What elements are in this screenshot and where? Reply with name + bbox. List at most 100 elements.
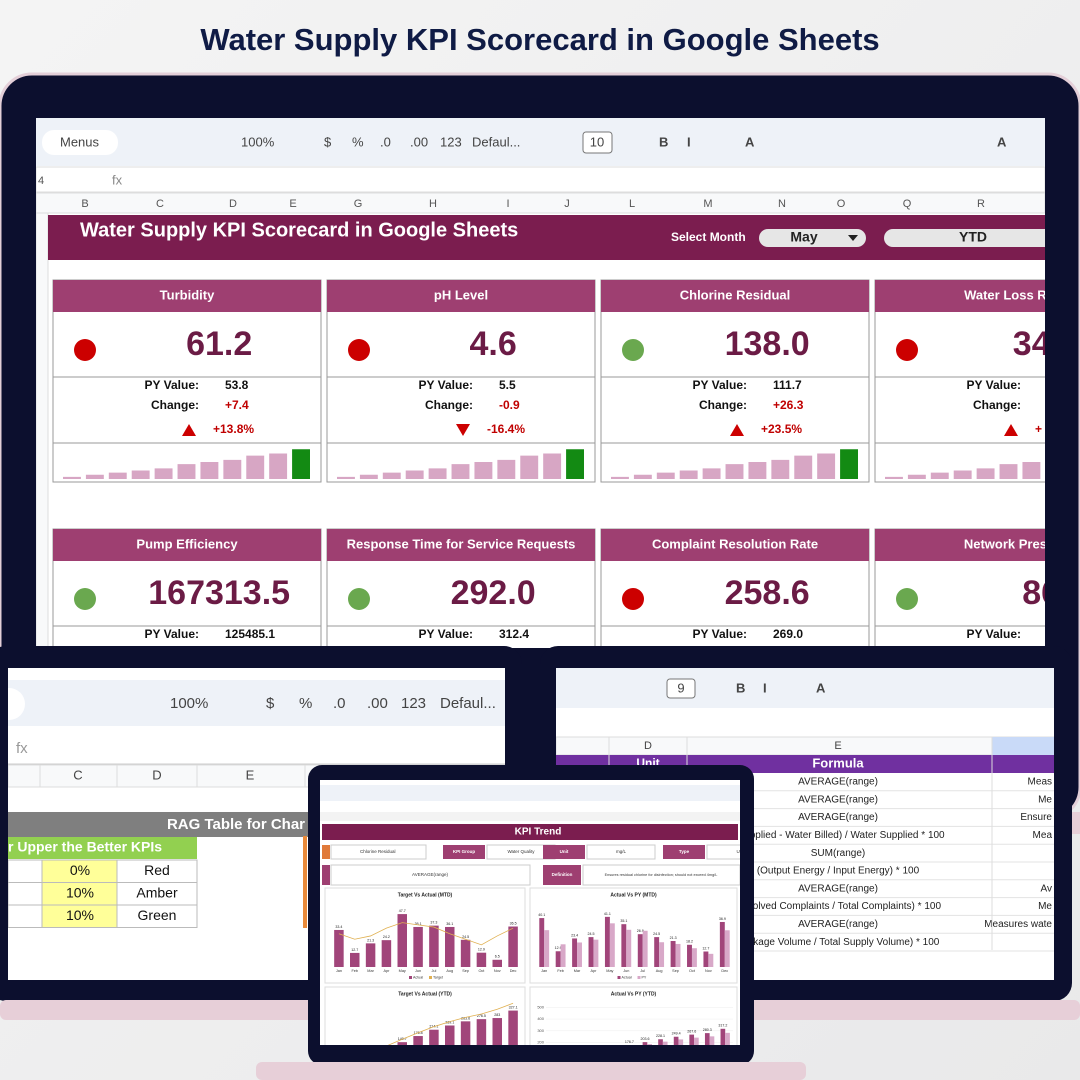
bar [413,1036,423,1045]
card-title: pH Level [434,287,488,302]
x-tick-label: Sep [672,969,679,973]
bar [429,1029,439,1045]
formula: r Supplied - Water Billed) / Water Suppl… [731,830,945,841]
x-tick-label: Feb [351,969,358,973]
trend-bar [725,464,744,479]
bar [670,941,676,967]
bar [572,938,578,967]
change-value: +26.3 [773,398,804,412]
trend-bar [930,472,949,479]
target-line [338,922,514,946]
bar [429,925,439,967]
trend-bar [817,453,836,479]
toolbar-item: B [736,680,745,695]
trend-bar [953,470,972,479]
trend-bar [1022,462,1041,479]
formula: SUM(range) [811,848,865,859]
bar [397,1042,407,1045]
x-tick-label: Jun [623,969,629,973]
card-header [327,529,595,561]
description: Mea [1033,830,1053,841]
card-title: Complaint Resolution Rate [652,536,818,551]
x-tick-label: Dec [721,969,728,973]
period-dropdown[interactable] [884,229,1064,247]
month-label: Select Month [671,230,746,244]
x-tick-label: Jun [415,969,421,973]
fx-label: fx [112,172,123,187]
bar [508,926,518,967]
data-label: 327.1 [509,1006,518,1010]
data-label: 267.6 [687,1030,696,1034]
y-tick-label: 200 [537,1040,544,1045]
bar [609,923,615,967]
column-letter: C [156,198,164,210]
data-label: 276.5 [477,1014,486,1018]
trend-bar [656,472,675,479]
toolbar-item: 100% [170,695,208,712]
trend-bar [611,476,629,479]
data-label: 21.3 [367,938,374,942]
filter-value [706,844,740,860]
status-dot [348,339,370,361]
bar [476,952,487,967]
filter-label-text: Unit [560,849,569,854]
data-label: 36.5 [510,921,517,925]
data-label: 24.2 [383,935,390,939]
y-tick-label: 400 [537,1016,544,1021]
bar [654,937,660,967]
bar [642,1042,648,1045]
bar [621,924,627,967]
data-label: 36.1 [446,922,453,926]
column-letter: D [229,198,237,210]
month-dropdown[interactable] [759,229,866,247]
font-size-box [582,131,613,154]
kpi-value: 258.6 [725,574,810,612]
data-label: 228.1 [656,1034,665,1038]
trend-sheet: KPI Trend Chlorine Residual KPI Group Water… [320,785,740,1045]
rag-cell [116,904,198,928]
x-tick-label: Jan [541,969,547,973]
filter-label-text: Type [679,849,690,854]
toolbar-item: 10 [590,134,604,149]
formula-text: AVERAGE(range) [412,872,448,877]
data-label: 47.7 [399,909,406,913]
toolbar [320,785,740,801]
change-label: Change: [699,398,747,412]
status-dot [622,588,644,610]
card-header [875,280,1045,312]
column-letter: D [152,767,161,782]
trend-bar [474,462,493,479]
toolbar-item: .00 [367,695,388,712]
change-label: Change: [973,398,1021,412]
trend-bar [177,464,196,479]
bar [604,916,610,967]
trend-bar [976,468,995,479]
toolbar-item: Menus [60,134,100,149]
trend-bar [840,449,858,479]
definition-label-text: Definition [552,872,573,877]
kpi-value: 344 [1013,325,1070,363]
change-value: +7.4 [225,398,249,412]
bar [381,940,392,967]
filter-label [543,845,585,859]
change-arrow [730,424,744,436]
column-header-row [320,812,740,821]
bar [687,944,692,967]
dropdown-arrow [848,235,858,241]
trend-bar [566,449,584,479]
legend-label: Target [433,975,443,979]
kpi-dropdown[interactable] [330,844,427,860]
data-label: 249.4 [672,1032,681,1036]
toolbar-item: A [745,134,755,149]
laptop-base [256,1062,806,1080]
change-arrow [1004,424,1018,436]
target-line [387,1002,514,1045]
font-size-box [666,678,696,699]
py-label: PY Value: [693,627,747,641]
filter-label [443,845,485,859]
kpi-card [52,279,322,483]
description: Meas [1028,777,1052,788]
chart-title: Actual Vs PY (MTD) [610,892,657,898]
